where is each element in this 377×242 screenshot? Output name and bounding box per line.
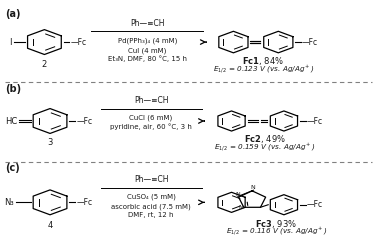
Text: —Fc: —Fc — [70, 38, 87, 46]
Text: Ph—≡CH: Ph—≡CH — [134, 175, 168, 184]
Text: $\bf{Fc3}$, 93%: $\bf{Fc3}$, 93% — [256, 218, 297, 230]
Text: N: N — [250, 185, 255, 190]
Text: (a): (a) — [5, 8, 21, 19]
Text: —Fc: —Fc — [307, 116, 323, 126]
Text: $E_{1/2}$ = 0.116 V (vs. Ag/Ag$^+$): $E_{1/2}$ = 0.116 V (vs. Ag/Ag$^+$) — [226, 226, 327, 237]
Text: $\bf{Fc2}$, 49%: $\bf{Fc2}$, 49% — [244, 133, 286, 145]
Text: DMF, rt, 12 h: DMF, rt, 12 h — [128, 212, 174, 219]
Text: Et₃N, DMF, 80 °C, 15 h: Et₃N, DMF, 80 °C, 15 h — [108, 55, 187, 62]
Text: Ph—≡CH: Ph—≡CH — [134, 97, 168, 106]
Text: ascorbic acid (7.5 mM): ascorbic acid (7.5 mM) — [111, 203, 191, 210]
Text: Ph—≡CH: Ph—≡CH — [130, 19, 165, 28]
Text: —Fc: —Fc — [76, 198, 92, 207]
Text: HC: HC — [5, 116, 17, 126]
Text: 4: 4 — [48, 220, 53, 230]
Text: 2: 2 — [42, 60, 47, 69]
Text: —Fc: —Fc — [302, 38, 318, 46]
Text: N₃: N₃ — [4, 198, 14, 207]
Text: $\bf{Fc1}$, 84%: $\bf{Fc1}$, 84% — [242, 55, 284, 67]
Text: (c): (c) — [5, 163, 20, 173]
Text: N: N — [236, 192, 240, 197]
Text: —Fc: —Fc — [76, 116, 92, 126]
Text: CuCl (6 mM): CuCl (6 mM) — [129, 114, 173, 121]
Text: —Fc: —Fc — [307, 200, 323, 209]
Text: N: N — [238, 205, 243, 210]
Text: CuI (4 mM): CuI (4 mM) — [128, 47, 167, 54]
Text: $E_{1/2}$ = 0.123 V (vs. Ag/Ag$^+$): $E_{1/2}$ = 0.123 V (vs. Ag/Ag$^+$) — [213, 64, 314, 76]
Text: I: I — [9, 38, 12, 46]
Text: Pd(PPh₃)₄ (4 mM): Pd(PPh₃)₄ (4 mM) — [118, 38, 177, 44]
Text: CuSO₄ (5 mM): CuSO₄ (5 mM) — [127, 194, 176, 200]
Text: pyridine, air, 60 °C, 3 h: pyridine, air, 60 °C, 3 h — [110, 124, 192, 130]
Text: $E_{1/2}$ = 0.159 V (vs. Ag/Ag$^+$): $E_{1/2}$ = 0.159 V (vs. Ag/Ag$^+$) — [215, 141, 316, 153]
Text: 3: 3 — [48, 138, 53, 147]
Text: (b): (b) — [5, 84, 21, 94]
